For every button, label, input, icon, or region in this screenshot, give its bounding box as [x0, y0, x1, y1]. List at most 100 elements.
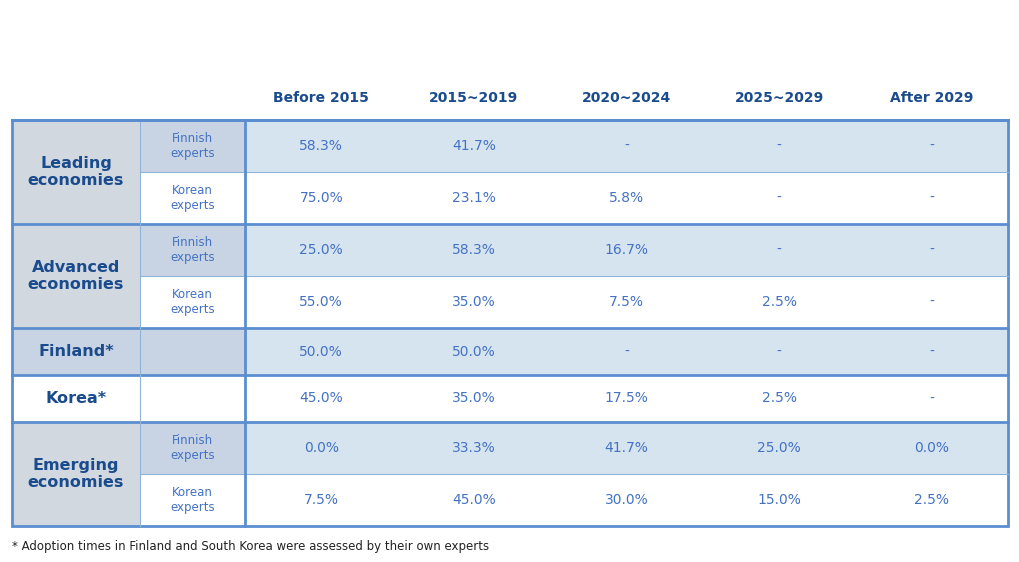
- Bar: [245, 224, 397, 276]
- Text: -: -: [928, 243, 933, 257]
- Bar: [245, 276, 397, 328]
- Bar: [12, 328, 140, 375]
- Text: -: -: [775, 345, 781, 359]
- Text: 30.0%: 30.0%: [604, 493, 648, 507]
- Bar: [702, 224, 855, 276]
- Bar: [855, 224, 1007, 276]
- Text: 25.0%: 25.0%: [756, 441, 800, 455]
- Text: 2.5%: 2.5%: [761, 392, 796, 406]
- Bar: [702, 422, 855, 474]
- Text: 7.5%: 7.5%: [304, 493, 338, 507]
- Bar: [397, 276, 549, 328]
- Text: 35.0%: 35.0%: [451, 392, 495, 406]
- Text: * Adoption times in Finland and South Korea were assessed by their own experts: * Adoption times in Finland and South Ko…: [12, 540, 489, 553]
- Bar: [140, 375, 245, 422]
- Bar: [549, 276, 702, 328]
- Bar: [855, 172, 1007, 224]
- Bar: [245, 474, 397, 526]
- Text: 35.0%: 35.0%: [451, 295, 495, 309]
- Bar: [549, 120, 702, 172]
- Text: Advanced
economies: Advanced economies: [28, 260, 124, 292]
- Bar: [549, 474, 702, 526]
- Text: -: -: [624, 345, 629, 359]
- Bar: [702, 120, 855, 172]
- Bar: [397, 328, 549, 375]
- Text: -: -: [624, 139, 629, 153]
- Bar: [549, 328, 702, 375]
- Bar: [140, 172, 245, 224]
- Bar: [12, 474, 140, 526]
- Text: 16.7%: 16.7%: [604, 243, 648, 257]
- Text: 33.3%: 33.3%: [451, 441, 495, 455]
- Bar: [397, 375, 549, 422]
- Text: -: -: [928, 392, 933, 406]
- Bar: [140, 422, 245, 474]
- Text: Korean
experts: Korean experts: [170, 486, 215, 514]
- Text: Finland*: Finland*: [38, 344, 114, 359]
- Text: -: -: [928, 139, 933, 153]
- Bar: [397, 474, 549, 526]
- Text: 50.0%: 50.0%: [300, 345, 342, 359]
- Text: -: -: [775, 191, 781, 205]
- Text: 23.1%: 23.1%: [451, 191, 495, 205]
- Bar: [397, 422, 549, 474]
- Bar: [245, 375, 397, 422]
- Bar: [397, 224, 549, 276]
- Text: 41.7%: 41.7%: [604, 441, 648, 455]
- Text: 15.0%: 15.0%: [756, 493, 800, 507]
- Text: -: -: [775, 243, 781, 257]
- Bar: [245, 172, 397, 224]
- Bar: [140, 474, 245, 526]
- Bar: [12, 422, 140, 526]
- Bar: [855, 375, 1007, 422]
- Bar: [855, 422, 1007, 474]
- Bar: [140, 276, 245, 328]
- Bar: [702, 375, 855, 422]
- Text: -: -: [928, 191, 933, 205]
- Text: 2020~2024: 2020~2024: [581, 90, 671, 105]
- Text: 2025~2029: 2025~2029: [734, 90, 823, 105]
- Text: Finnish
experts: Finnish experts: [170, 132, 215, 160]
- Bar: [397, 120, 549, 172]
- Text: 0.0%: 0.0%: [913, 441, 949, 455]
- Bar: [855, 120, 1007, 172]
- Bar: [702, 328, 855, 375]
- Text: -: -: [928, 295, 933, 309]
- Bar: [855, 276, 1007, 328]
- Bar: [12, 276, 140, 328]
- Bar: [397, 172, 549, 224]
- Bar: [12, 328, 140, 375]
- Bar: [140, 224, 245, 276]
- Bar: [12, 422, 140, 474]
- Text: 0.0%: 0.0%: [304, 441, 338, 455]
- Text: 45.0%: 45.0%: [451, 493, 495, 507]
- Text: 58.3%: 58.3%: [451, 243, 495, 257]
- Text: Finnish
experts: Finnish experts: [170, 236, 215, 264]
- Bar: [549, 224, 702, 276]
- Text: 25.0%: 25.0%: [300, 243, 342, 257]
- Bar: [140, 120, 245, 172]
- Bar: [702, 276, 855, 328]
- Text: Leading
economies: Leading economies: [28, 156, 124, 188]
- Bar: [12, 375, 140, 422]
- Bar: [549, 172, 702, 224]
- Bar: [245, 328, 397, 375]
- Text: 17.5%: 17.5%: [604, 392, 648, 406]
- Text: 2.5%: 2.5%: [761, 295, 796, 309]
- Bar: [12, 120, 1007, 526]
- Text: 58.3%: 58.3%: [299, 139, 343, 153]
- Text: 75.0%: 75.0%: [300, 191, 342, 205]
- Text: 41.7%: 41.7%: [451, 139, 495, 153]
- Bar: [702, 172, 855, 224]
- Text: -: -: [928, 345, 933, 359]
- Text: Finnish
experts: Finnish experts: [170, 434, 215, 462]
- Bar: [245, 422, 397, 474]
- Bar: [12, 120, 140, 224]
- Text: After 2029: After 2029: [890, 90, 972, 105]
- Bar: [855, 474, 1007, 526]
- Text: Korean
experts: Korean experts: [170, 288, 215, 316]
- Bar: [855, 328, 1007, 375]
- Bar: [140, 328, 245, 375]
- Text: 45.0%: 45.0%: [300, 392, 342, 406]
- Text: 5.8%: 5.8%: [608, 191, 643, 205]
